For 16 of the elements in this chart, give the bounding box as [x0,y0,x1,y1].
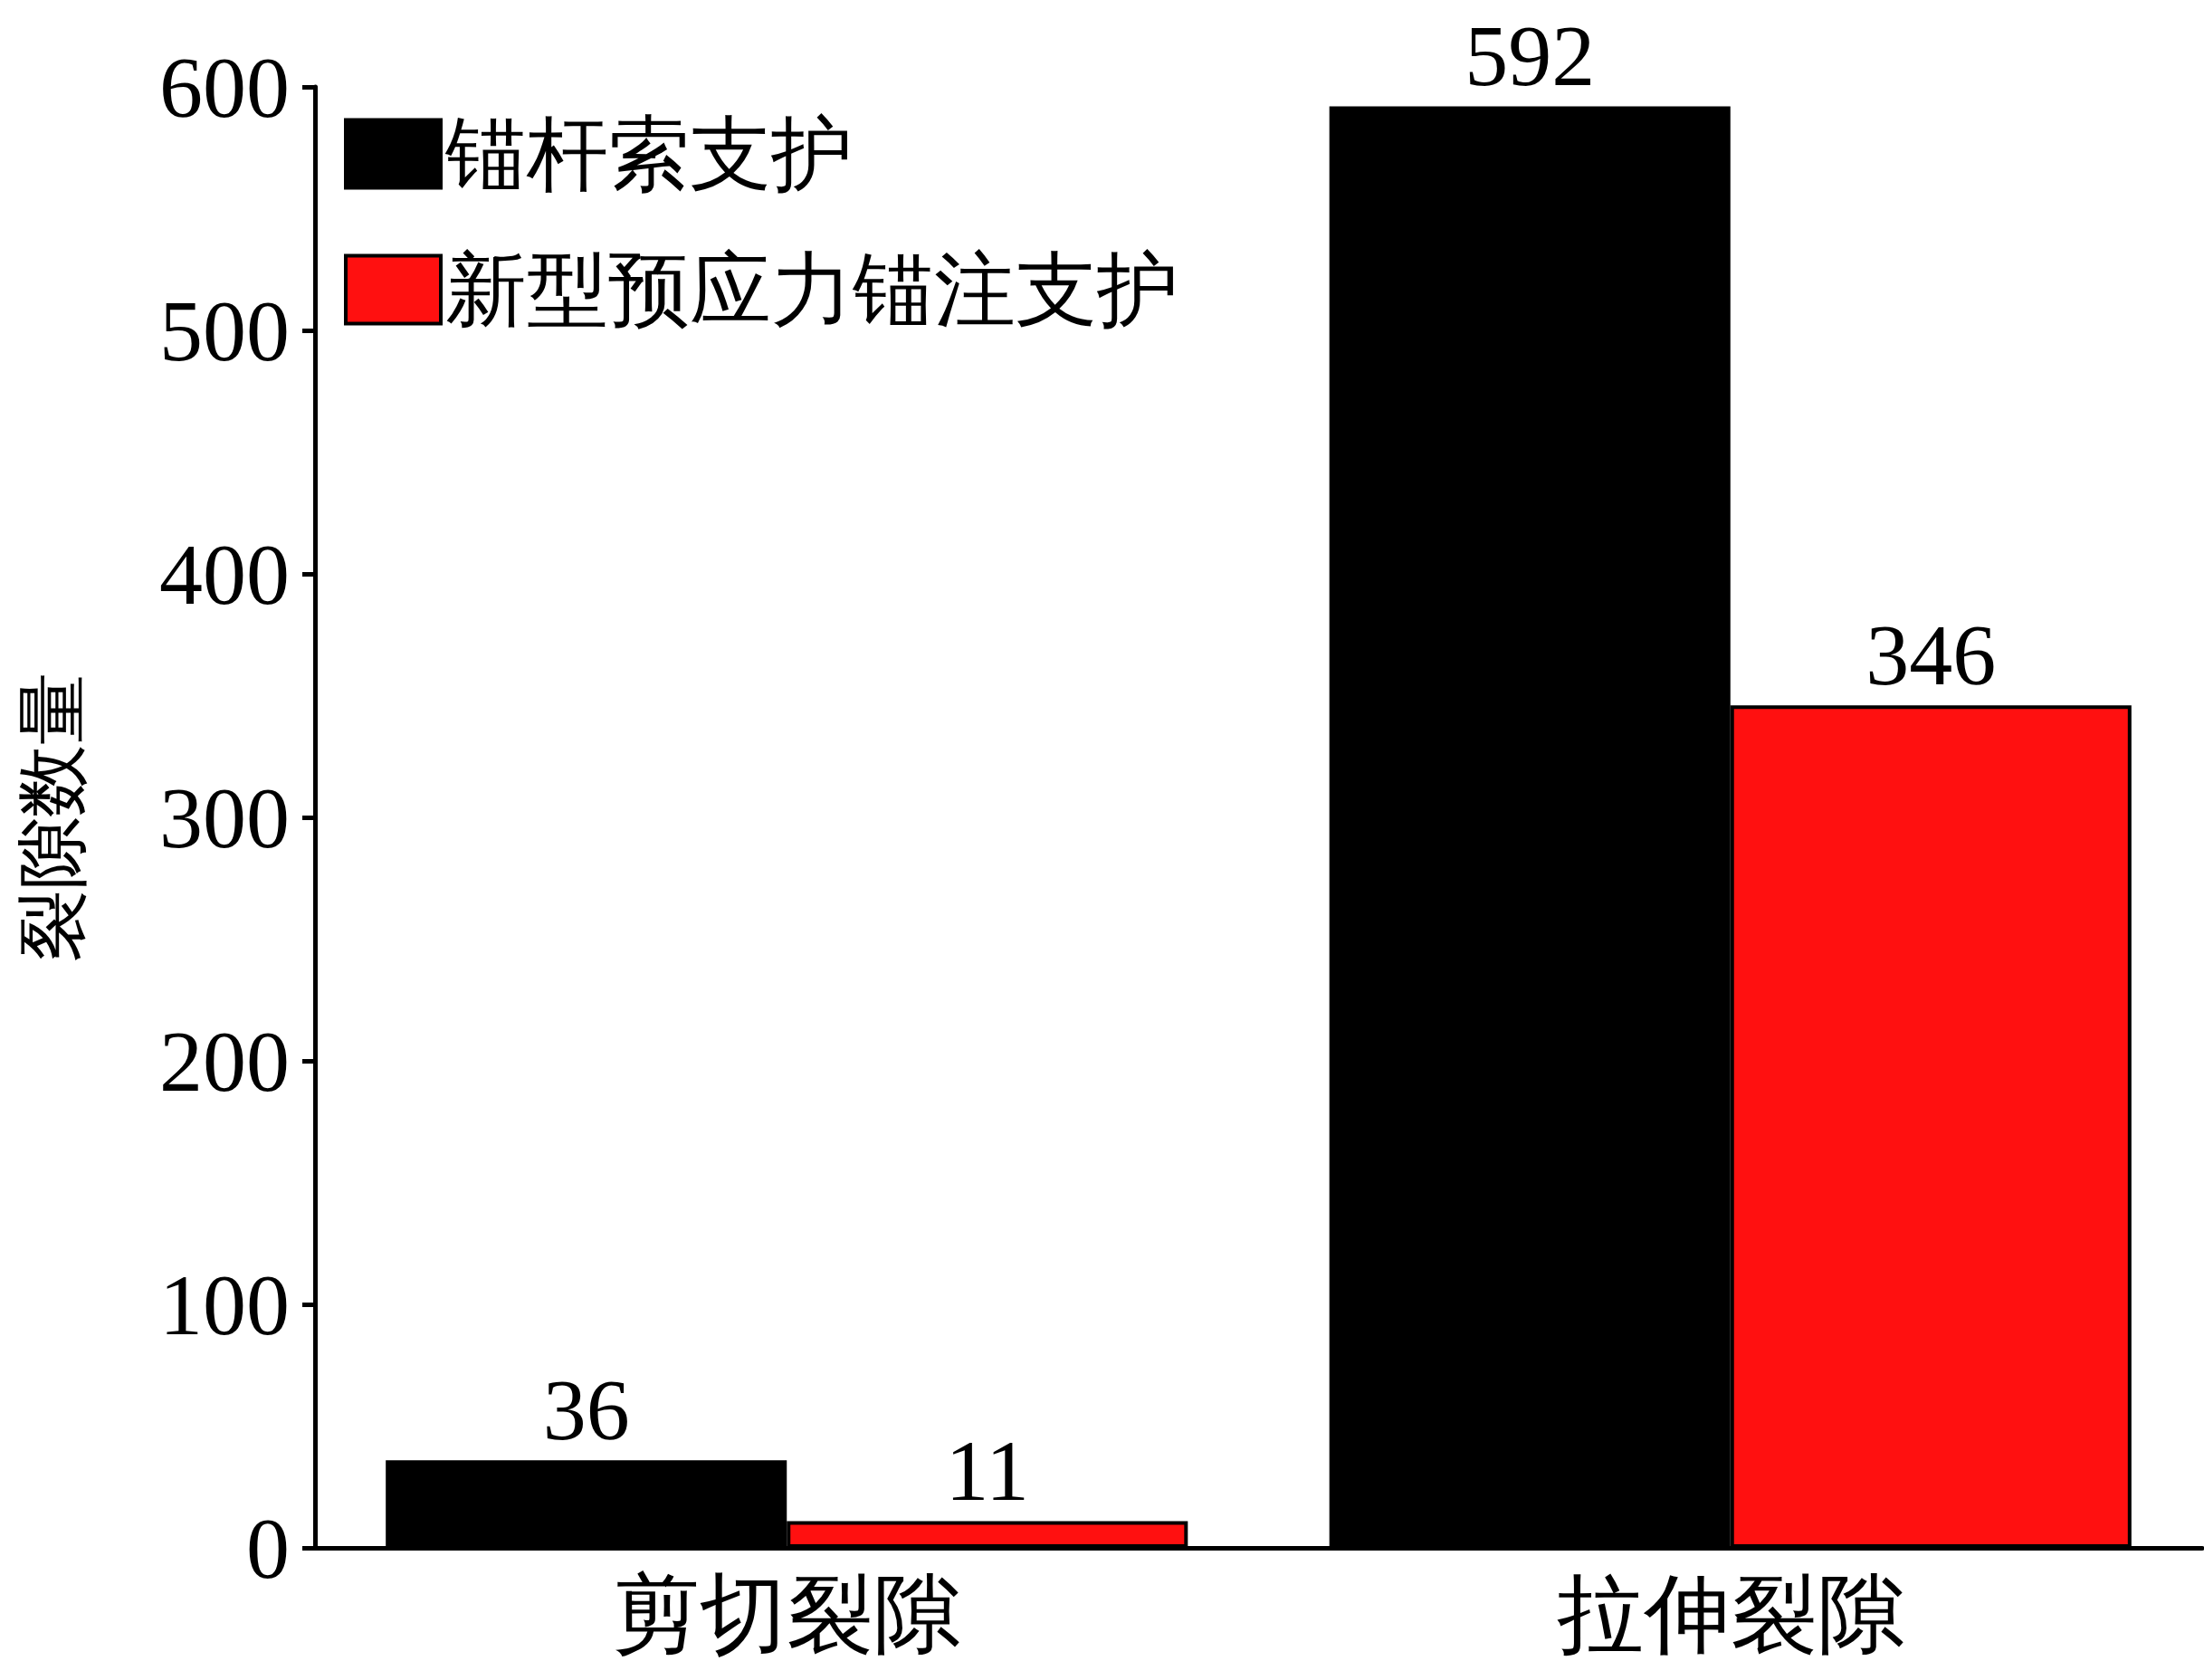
data-label: 592 [1465,7,1596,105]
legend-label: 锚杆索支护 [444,109,853,199]
y-tick-label: 400 [159,525,290,623]
y-tick-label: 0 [246,1499,290,1597]
y-tick-label: 100 [159,1255,290,1353]
legend-label: 新型预应力锚注支护 [445,244,1178,335]
y-tick-label: 600 [159,38,290,136]
y-tick-label: 300 [159,768,290,866]
data-label: 36 [542,1360,630,1458]
data-label: 346 [1865,606,1997,703]
x-tick-label: 拉伸裂隙 [1556,1565,1904,1663]
x-tick-label: 剪切裂隙 [613,1565,961,1663]
y-tick-label: 500 [159,282,290,379]
y-axis-title: 裂隙数量 [13,673,92,962]
y-tick-label: 200 [159,1012,290,1110]
data-label: 11 [945,1421,1029,1519]
